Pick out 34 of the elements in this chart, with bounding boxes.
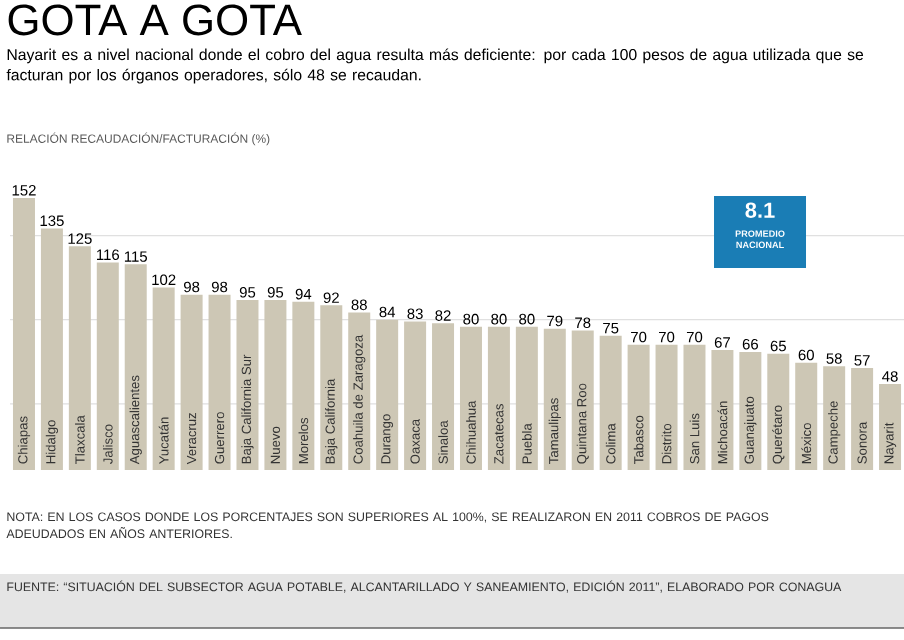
bar — [459, 326, 482, 470]
bar — [236, 299, 259, 470]
bar — [208, 294, 231, 470]
bar — [767, 353, 790, 470]
bar — [655, 344, 678, 470]
bar — [487, 326, 510, 470]
bar — [124, 264, 147, 470]
bar — [348, 312, 371, 470]
bar — [571, 330, 594, 470]
bar — [599, 335, 622, 470]
bar — [40, 228, 63, 470]
bar — [711, 350, 734, 470]
bar — [739, 351, 762, 470]
bar — [264, 299, 287, 470]
bar — [627, 344, 650, 470]
bar — [376, 319, 399, 470]
bar — [68, 246, 91, 470]
bar — [432, 323, 455, 470]
bar — [851, 367, 874, 470]
bar — [292, 301, 315, 470]
bar — [543, 328, 566, 470]
bar — [320, 305, 343, 470]
bar — [795, 362, 818, 470]
bar — [152, 287, 175, 470]
bar — [96, 262, 119, 470]
annotation: 8.1 — [745, 202, 775, 218]
bar — [180, 294, 203, 470]
bar — [404, 321, 427, 470]
bar — [879, 384, 902, 470]
chart-title: GOTA A GOTA — [8, 4, 302, 36]
bar — [823, 366, 846, 470]
bar — [12, 197, 35, 470]
bar — [683, 344, 706, 470]
bar — [515, 326, 538, 470]
